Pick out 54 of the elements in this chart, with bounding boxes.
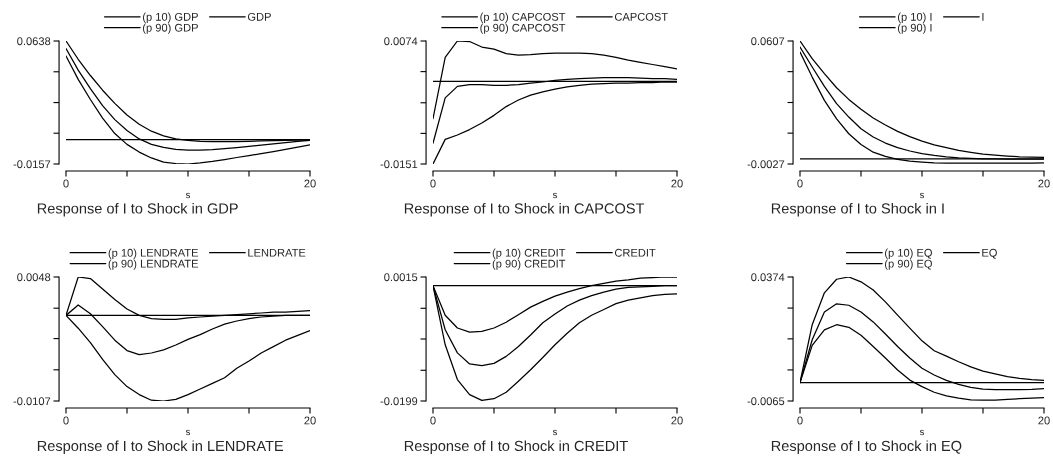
- y-tick-label: 0.0074: [384, 37, 418, 46]
- x-tick-label: 20: [304, 416, 316, 425]
- text: Response of I to Shock in CREDIT: [404, 440, 628, 454]
- legend-label: CREDIT: [614, 248, 656, 257]
- y-tick-label: -0.0107: [13, 397, 51, 406]
- legend-label: CAPCOST: [614, 12, 668, 21]
- x-tick-label: 0: [63, 416, 69, 425]
- x-axis-title: s: [185, 429, 191, 436]
- x-tick-label: 20: [671, 179, 683, 188]
- legend-label: (p 10) GDP: [143, 12, 198, 23]
- legend-label: (p 90) GDP: [143, 23, 198, 34]
- y-tick-label: 0.0374: [751, 273, 785, 282]
- legend-label: (p 90) CREDIT: [492, 259, 566, 270]
- legend-label: (p 10) CREDIT: [492, 248, 566, 259]
- legend-label: (p 90) EQ: [885, 259, 932, 270]
- x-axis-title: s: [552, 429, 558, 436]
- y-tick-label: 0.0015: [384, 273, 418, 282]
- x-tick-label: 0: [63, 179, 69, 188]
- legend-label: EQ: [982, 248, 997, 259]
- text: Response of I to Shock in GDP: [37, 202, 238, 217]
- legend-label: (p 10) LENDRATE: [108, 248, 199, 259]
- y-tick-label: 0.0638: [17, 37, 51, 46]
- x-tick-label: 0: [797, 179, 803, 188]
- x-axis-title: s: [552, 192, 558, 199]
- y-tick-label: -0.0157: [13, 160, 51, 169]
- text: Response of I to Shock in LENDRATE: [37, 440, 284, 454]
- x-tick-label: 0: [430, 179, 436, 188]
- x-tick-label: 20: [304, 179, 316, 188]
- legend-label: LENDRATE: [248, 248, 306, 257]
- y-tick-label: 0.0607: [751, 37, 785, 46]
- x-tick-label: 0: [430, 416, 436, 425]
- y-tick-label: 0.0048: [17, 273, 51, 282]
- text: Response of I to Shock in CAPCOST: [404, 202, 645, 217]
- x-tick-label: 20: [1038, 416, 1050, 425]
- legend-label: (p 10) EQ: [885, 248, 932, 259]
- legend-label: (p 10) I: [897, 12, 932, 23]
- legend-label: (p 90) CAPCOST: [480, 23, 566, 34]
- y-tick-label: -0.0065: [747, 397, 785, 406]
- text: Response of I to Shock in I: [771, 202, 944, 217]
- x-tick-label: 0: [797, 416, 803, 425]
- legend-label: (p 10) CAPCOST: [480, 12, 566, 23]
- x-axis-title: s: [185, 192, 191, 199]
- x-tick-label: 20: [671, 416, 683, 425]
- legend-label: I: [982, 12, 984, 21]
- y-tick-label: -0.0027: [747, 160, 785, 169]
- legend-label: (p 90) I: [897, 23, 932, 34]
- y-tick-label: -0.0199: [380, 397, 418, 406]
- legend-label: GDP: [247, 12, 271, 21]
- legend-label: (p 90) LENDRATE: [108, 259, 199, 270]
- y-tick-label: -0.0151: [380, 160, 418, 169]
- x-axis-title: s: [919, 192, 925, 199]
- text: Response of I to Shock in EQ: [771, 440, 962, 454]
- x-axis-title: s: [919, 429, 925, 436]
- x-tick-label: 20: [1038, 179, 1050, 188]
